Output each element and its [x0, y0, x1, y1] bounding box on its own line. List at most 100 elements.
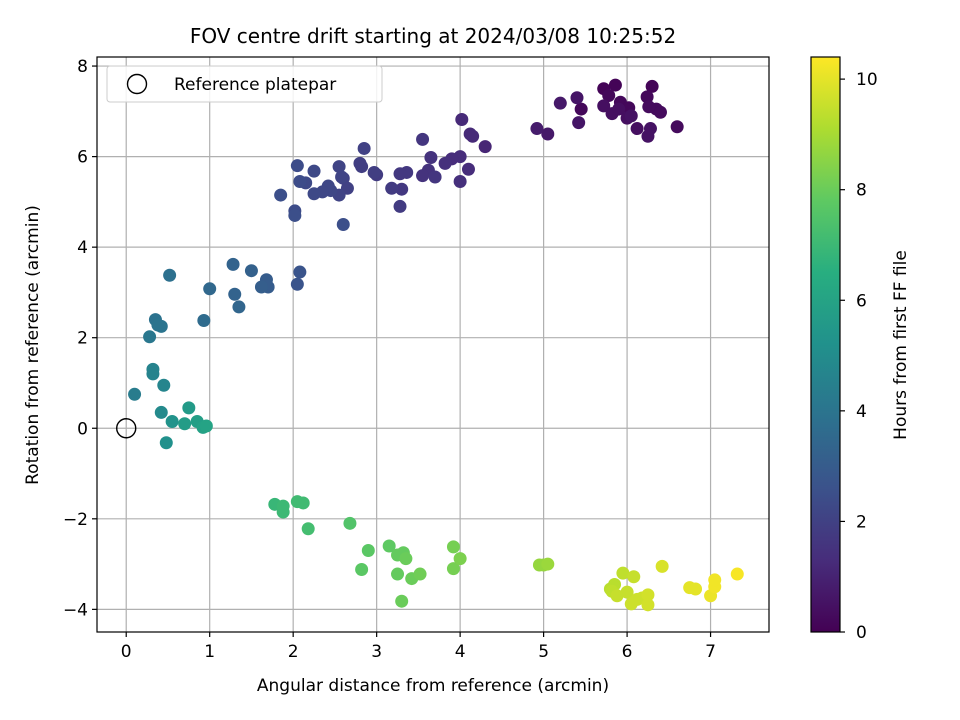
- data-point: [276, 505, 290, 519]
- y-tick-label: 8: [77, 57, 88, 77]
- x-tick-label: 7: [705, 642, 716, 662]
- y-axis-label: Rotation from reference (arcmin): [23, 205, 43, 485]
- data-point: [143, 330, 157, 344]
- data-point: [382, 539, 396, 553]
- y-tick-label: −4: [63, 600, 88, 620]
- data-point: [572, 116, 586, 130]
- colorbar-ticks: 0 2 4 6 8 10: [840, 70, 878, 643]
- data-point: [643, 122, 657, 136]
- data-point: [645, 79, 659, 93]
- data-point: [163, 268, 177, 282]
- colorbar-gradient: [810, 56, 841, 633]
- data-point: [570, 91, 584, 105]
- grid: [97, 57, 769, 632]
- legend-marker-reference: [126, 73, 148, 95]
- data-point: [453, 175, 467, 189]
- data-point: [641, 598, 655, 612]
- data-point: [353, 156, 367, 170]
- data-point: [335, 170, 349, 184]
- data-point: [393, 199, 407, 213]
- data-point: [151, 318, 165, 332]
- data-point: [602, 88, 616, 102]
- data-point: [453, 552, 467, 566]
- data-point: [612, 102, 626, 116]
- data-point: [641, 588, 655, 602]
- data-point: [653, 105, 667, 119]
- x-tick-label: 1: [204, 642, 215, 662]
- data-point: [307, 187, 321, 201]
- data-point: [293, 265, 307, 279]
- data-point: [385, 181, 399, 195]
- data-point: [197, 314, 211, 328]
- colorbar-tick-label: 6: [856, 291, 867, 311]
- data-point: [332, 160, 346, 174]
- data-point: [254, 280, 268, 294]
- colorbar-tick-label: 10: [856, 70, 878, 90]
- data-point: [608, 78, 622, 92]
- data-point: [178, 417, 192, 431]
- data-point: [438, 156, 452, 170]
- plot-frame: [96, 56, 770, 633]
- x-tick-label: 3: [371, 642, 382, 662]
- x-tick-label: 5: [538, 642, 549, 662]
- data-point: [288, 208, 302, 222]
- data-point: [399, 552, 413, 566]
- data-point: [416, 169, 430, 183]
- data-point: [466, 129, 480, 143]
- data-point: [416, 132, 430, 146]
- data-point: [290, 277, 304, 291]
- reference-platepar-marker: [116, 418, 137, 439]
- data-point: [530, 122, 544, 136]
- data-point: [228, 287, 242, 301]
- y-axis-ticks: −4 −2 0 2 4 6 8: [63, 57, 97, 620]
- data-point: [708, 573, 722, 587]
- colorbar: 0 2 4 6 8 10 Hours from first FF file: [810, 56, 911, 643]
- data-point: [343, 516, 357, 530]
- data-point: [670, 120, 684, 134]
- data-point: [293, 175, 307, 189]
- data-point: [274, 188, 288, 202]
- data-point: [367, 165, 381, 179]
- data-point: [146, 367, 160, 381]
- y-tick-label: 4: [77, 238, 88, 258]
- data-point: [424, 151, 438, 165]
- x-tick-label: 2: [288, 642, 299, 662]
- data-point: [413, 567, 427, 581]
- y-tick-label: 0: [77, 419, 88, 439]
- data-point: [642, 100, 656, 114]
- data-point: [574, 102, 588, 116]
- legend-box: [106, 65, 383, 103]
- x-axis-label: Angular distance from reference (arcmin): [257, 676, 609, 696]
- data-point: [553, 96, 567, 110]
- data-point: [461, 162, 475, 176]
- data-point: [689, 582, 703, 596]
- legend: Reference platepar: [106, 65, 383, 103]
- x-axis-ticks: 0 1 2 3 4 5 6 7: [121, 632, 716, 662]
- data-point: [226, 257, 240, 271]
- colorbar-tick-label: 0: [856, 623, 867, 643]
- data-point: [630, 122, 644, 136]
- data-point: [541, 127, 555, 141]
- data-point: [391, 567, 405, 581]
- colorbar-tick-label: 4: [856, 402, 867, 422]
- data-point: [244, 264, 258, 278]
- data-point: [655, 559, 669, 573]
- colorbar-tick-label: 2: [856, 512, 867, 532]
- data-point: [541, 557, 555, 571]
- data-point: [730, 567, 744, 581]
- data-point: [199, 419, 213, 433]
- data-point: [597, 99, 611, 113]
- x-tick-label: 6: [622, 642, 633, 662]
- data-point: [624, 109, 638, 123]
- data-point: [446, 540, 460, 554]
- data-point: [307, 164, 321, 178]
- data-point: [393, 167, 407, 181]
- data-point: [616, 566, 630, 580]
- y-tick-label: 2: [77, 329, 88, 349]
- x-tick-label: 0: [121, 642, 132, 662]
- data-point: [640, 90, 654, 104]
- data-point: [290, 159, 304, 173]
- scatter-points: [128, 78, 744, 612]
- data-point: [395, 594, 409, 608]
- data-point: [361, 544, 375, 558]
